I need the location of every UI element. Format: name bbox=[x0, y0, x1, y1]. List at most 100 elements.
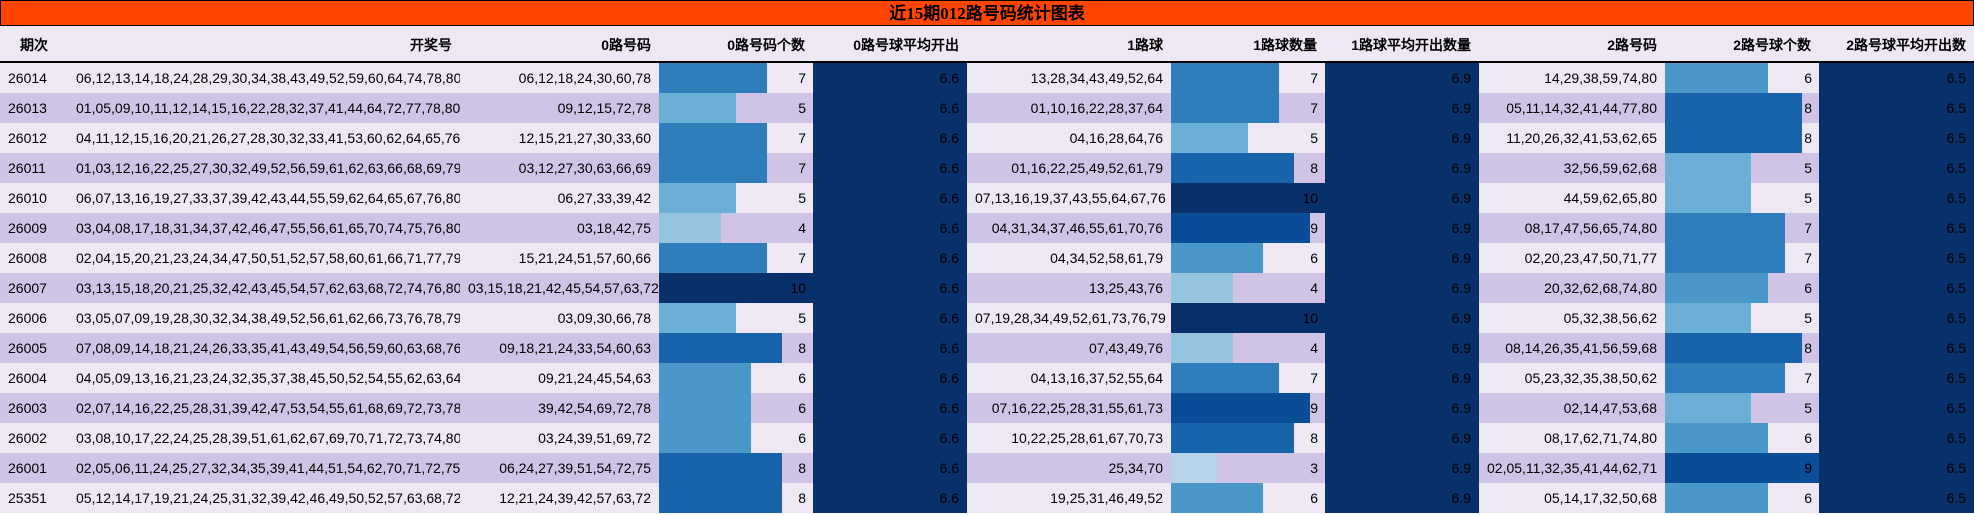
count-bar-cell: 5 bbox=[1171, 123, 1325, 153]
issue-number: 26011 bbox=[0, 153, 70, 183]
route2-numbers: 02,20,23,47,50,71,77 bbox=[1479, 243, 1665, 273]
route2-avg: 6.5 bbox=[1819, 213, 1974, 243]
route1-avg: 6.9 bbox=[1325, 483, 1479, 513]
count-bar bbox=[1171, 123, 1248, 153]
count-value: 8 bbox=[1310, 160, 1318, 176]
count-value: 7 bbox=[798, 160, 806, 176]
count-value: 6 bbox=[798, 430, 806, 446]
route2-avg: 6.5 bbox=[1819, 333, 1974, 363]
header-route0-count: 0路号码个数 bbox=[659, 26, 813, 63]
count-value: 8 bbox=[798, 460, 806, 476]
count-bar-cell: 9 bbox=[1171, 393, 1325, 423]
route2-numbers: 05,14,17,32,50,68 bbox=[1479, 483, 1665, 513]
draw-numbers: 03,04,08,17,18,31,34,37,42,46,47,55,56,6… bbox=[70, 213, 460, 243]
issue-number: 26010 bbox=[0, 183, 70, 213]
count-value: 7 bbox=[1310, 100, 1318, 116]
route2-avg: 6.5 bbox=[1819, 483, 1974, 513]
count-bar-cell: 8 bbox=[1171, 423, 1325, 453]
count-bar-cell: 10 bbox=[1171, 183, 1325, 213]
count-value: 8 bbox=[798, 340, 806, 356]
count-bar bbox=[1171, 393, 1310, 423]
route2-avg: 6.5 bbox=[1819, 153, 1974, 183]
count-bar-cell: 6 bbox=[1665, 62, 1819, 93]
count-bar-cell: 6 bbox=[659, 423, 813, 453]
route2-avg: 6.5 bbox=[1819, 303, 1974, 333]
count-value: 6 bbox=[1804, 70, 1812, 86]
count-bar-cell: 5 bbox=[1665, 393, 1819, 423]
route0-avg: 6.6 bbox=[813, 453, 967, 483]
table-row: 26010 06,07,13,16,19,27,33,37,39,42,43,44… bbox=[0, 183, 1974, 213]
header-route2-numbers: 2路号码 bbox=[1479, 26, 1665, 63]
count-bar bbox=[1171, 363, 1279, 393]
route1-numbers: 10,22,25,28,61,67,70,73 bbox=[967, 423, 1171, 453]
count-value: 5 bbox=[798, 100, 806, 116]
count-value: 7 bbox=[1804, 220, 1812, 236]
count-value: 5 bbox=[1804, 310, 1812, 326]
route2-avg: 6.5 bbox=[1819, 243, 1974, 273]
issue-number: 26006 bbox=[0, 303, 70, 333]
route1-avg: 6.9 bbox=[1325, 62, 1479, 93]
route0-avg: 6.6 bbox=[813, 62, 967, 93]
route2-numbers: 02,14,47,53,68 bbox=[1479, 393, 1665, 423]
route2-avg: 6.5 bbox=[1819, 453, 1974, 483]
count-bar-cell: 8 bbox=[1171, 153, 1325, 183]
route1-avg: 6.9 bbox=[1325, 183, 1479, 213]
draw-numbers: 04,05,09,13,16,21,23,24,32,35,37,38,45,5… bbox=[70, 363, 460, 393]
count-bar-cell: 5 bbox=[659, 303, 813, 333]
header-route1-count: 1路球数量 bbox=[1171, 26, 1325, 63]
route2-avg: 6.5 bbox=[1819, 62, 1974, 93]
count-value: 5 bbox=[1804, 190, 1812, 206]
count-value: 7 bbox=[1310, 370, 1318, 386]
count-bar-cell: 8 bbox=[659, 333, 813, 363]
route0-avg: 6.6 bbox=[813, 483, 967, 513]
count-bar-cell: 6 bbox=[659, 393, 813, 423]
count-bar bbox=[659, 153, 767, 183]
route0-numbers: 03,12,27,30,63,66,69 bbox=[460, 153, 659, 183]
route0-avg: 6.6 bbox=[813, 183, 967, 213]
route2-avg: 6.5 bbox=[1819, 363, 1974, 393]
count-value: 7 bbox=[798, 70, 806, 86]
route1-avg: 6.9 bbox=[1325, 453, 1479, 483]
count-value: 9 bbox=[1310, 400, 1318, 416]
count-bar bbox=[659, 333, 782, 363]
count-value: 6 bbox=[798, 400, 806, 416]
count-bar bbox=[1665, 333, 1802, 363]
count-bar bbox=[659, 123, 767, 153]
header-row: 期次 开奖号 0路号码 0路号码个数 0路号球平均开出 1路球 1路球数量 1路… bbox=[0, 26, 1974, 63]
route0-avg: 6.6 bbox=[813, 393, 967, 423]
count-value: 4 bbox=[1310, 280, 1318, 296]
count-bar bbox=[1171, 453, 1217, 483]
table-row: 26011 01,03,12,16,22,25,27,30,32,49,52,56… bbox=[0, 153, 1974, 183]
count-value: 8 bbox=[1804, 340, 1812, 356]
count-bar bbox=[1171, 93, 1279, 123]
count-bar bbox=[1665, 153, 1751, 183]
count-value: 6 bbox=[1804, 490, 1812, 506]
count-bar-cell: 6 bbox=[659, 363, 813, 393]
count-value: 5 bbox=[798, 310, 806, 326]
count-bar-cell: 7 bbox=[659, 62, 813, 93]
draw-numbers: 01,05,09,10,11,12,14,15,16,22,28,32,37,4… bbox=[70, 93, 460, 123]
route0-numbers: 39,42,54,69,72,78 bbox=[460, 393, 659, 423]
count-bar-cell: 6 bbox=[1665, 483, 1819, 513]
table-row: 25351 05,12,14,17,19,21,24,25,31,32,39,42… bbox=[0, 483, 1974, 513]
table-row: 26013 01,05,09,10,11,12,14,15,16,22,28,32… bbox=[0, 93, 1974, 123]
count-bar bbox=[1665, 243, 1785, 273]
count-value: 9 bbox=[1804, 460, 1812, 476]
route1-avg: 6.9 bbox=[1325, 93, 1479, 123]
route0-avg: 6.6 bbox=[813, 153, 967, 183]
count-value: 4 bbox=[798, 220, 806, 236]
count-bar-cell: 7 bbox=[659, 153, 813, 183]
table-row: 26012 04,11,12,15,16,20,21,26,27,28,30,32… bbox=[0, 123, 1974, 153]
table-row: 26014 06,12,13,14,18,24,28,29,30,34,38,43… bbox=[0, 62, 1974, 93]
route1-avg: 6.9 bbox=[1325, 393, 1479, 423]
count-value: 3 bbox=[1310, 460, 1318, 476]
count-bar-cell: 5 bbox=[1665, 303, 1819, 333]
route0-numbers: 09,18,21,24,33,54,60,63 bbox=[460, 333, 659, 363]
draw-numbers: 07,08,09,14,18,21,24,26,33,35,41,43,49,5… bbox=[70, 333, 460, 363]
count-bar bbox=[659, 93, 736, 123]
issue-number: 26009 bbox=[0, 213, 70, 243]
table-row: 26001 02,05,06,11,24,25,27,32,34,35,39,41… bbox=[0, 453, 1974, 483]
count-bar-cell: 7 bbox=[1171, 363, 1325, 393]
count-bar bbox=[659, 423, 751, 453]
route2-avg: 6.5 bbox=[1819, 273, 1974, 303]
